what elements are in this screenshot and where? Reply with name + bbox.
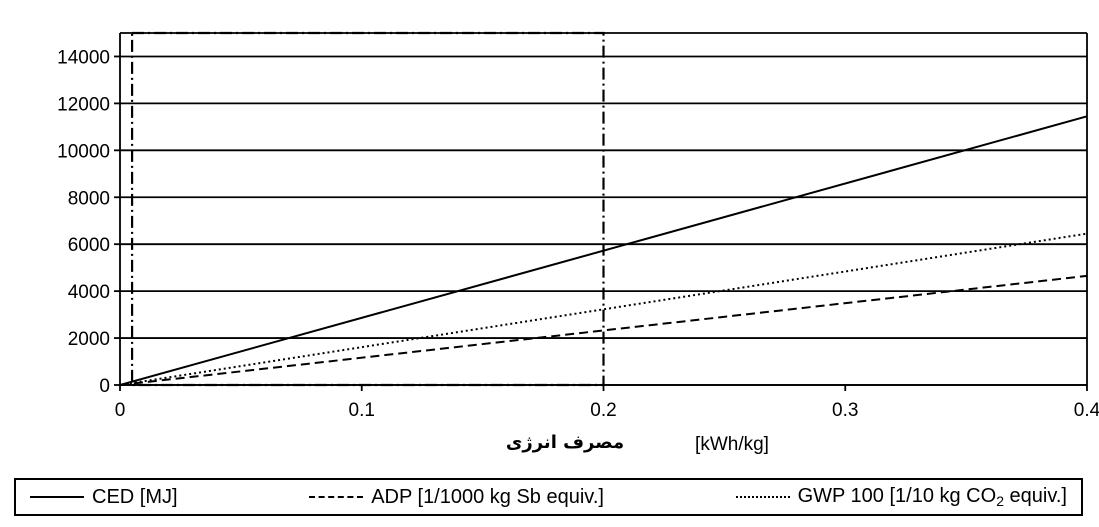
- y-tick-label-7: 14000: [57, 47, 110, 68]
- y-tick-labels: 0 2000 4000 6000 8000 10000 12000 14000: [57, 47, 120, 397]
- series-line-1: [119, 274, 1088, 386]
- x-tick-labels: 0 0.1 0.2 0.3 0.4: [115, 385, 1099, 421]
- y-tick-label-3: 6000: [68, 235, 110, 256]
- y-tick-label-0: 0: [99, 376, 110, 397]
- legend-label-adp: ADP [1/1000 kg Sb equiv.]: [371, 485, 604, 508]
- legend-swatch-solid: [30, 496, 84, 498]
- y-tick-label-1: 2000: [68, 329, 110, 350]
- legend-label-gwp-sub: 2: [996, 493, 1004, 509]
- legend-label-gwp: GWP 100 [1/10 kg CO2 equiv.]: [798, 485, 1067, 509]
- highlight-rect: [130, 31, 605, 387]
- series-line-2: [119, 232, 1088, 386]
- y-tick-label-5: 10000: [57, 141, 110, 162]
- x-tick-label-4: 0.4: [1074, 400, 1099, 421]
- x-tick-label-1: 0.1: [349, 400, 375, 421]
- y-tick-label-6: 12000: [57, 94, 110, 115]
- y-tick-label-2: 4000: [68, 282, 110, 303]
- series-lines: [119, 115, 1088, 386]
- series-line-0: [119, 115, 1088, 386]
- legend-item-gwp: GWP 100 [1/10 kg CO2 equiv.]: [735, 485, 1067, 509]
- legend-swatch-dotted: [735, 496, 790, 498]
- x-tick-label-3: 0.3: [832, 400, 858, 421]
- x-axis-label-fa: مصرف انرژی: [506, 432, 624, 453]
- legend-item-ced: CED [MJ]: [30, 486, 178, 509]
- legend-swatch-dashed: [309, 496, 364, 498]
- y-tick-label-4: 8000: [68, 188, 110, 209]
- highlight-region: [130, 31, 605, 387]
- legend-label-gwp-pre: GWP 100 [1/10 kg CO: [797, 485, 997, 507]
- legend-item-adp: ADP [1/1000 kg Sb equiv.]: [309, 486, 604, 509]
- legend-label-gwp-post: equiv.]: [1003, 485, 1067, 507]
- x-tick-label-0: 0: [115, 400, 126, 421]
- x-axis-label: [kWh/kg]: [695, 434, 769, 455]
- x-tick-label-2: 0.2: [590, 400, 616, 421]
- legend: CED [MJ] ADP [1/1000 kg Sb equiv.] GWP 1…: [14, 478, 1083, 516]
- legend-label-ced: CED [MJ]: [92, 485, 178, 508]
